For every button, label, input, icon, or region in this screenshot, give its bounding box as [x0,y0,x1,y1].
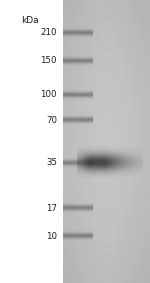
Text: kDa: kDa [21,16,39,25]
Text: 150: 150 [40,56,57,65]
Text: 100: 100 [40,90,57,99]
Text: 17: 17 [46,203,57,213]
Text: 10: 10 [46,232,57,241]
Text: 210: 210 [40,28,57,37]
Text: 70: 70 [46,116,57,125]
Text: 35: 35 [46,158,57,167]
